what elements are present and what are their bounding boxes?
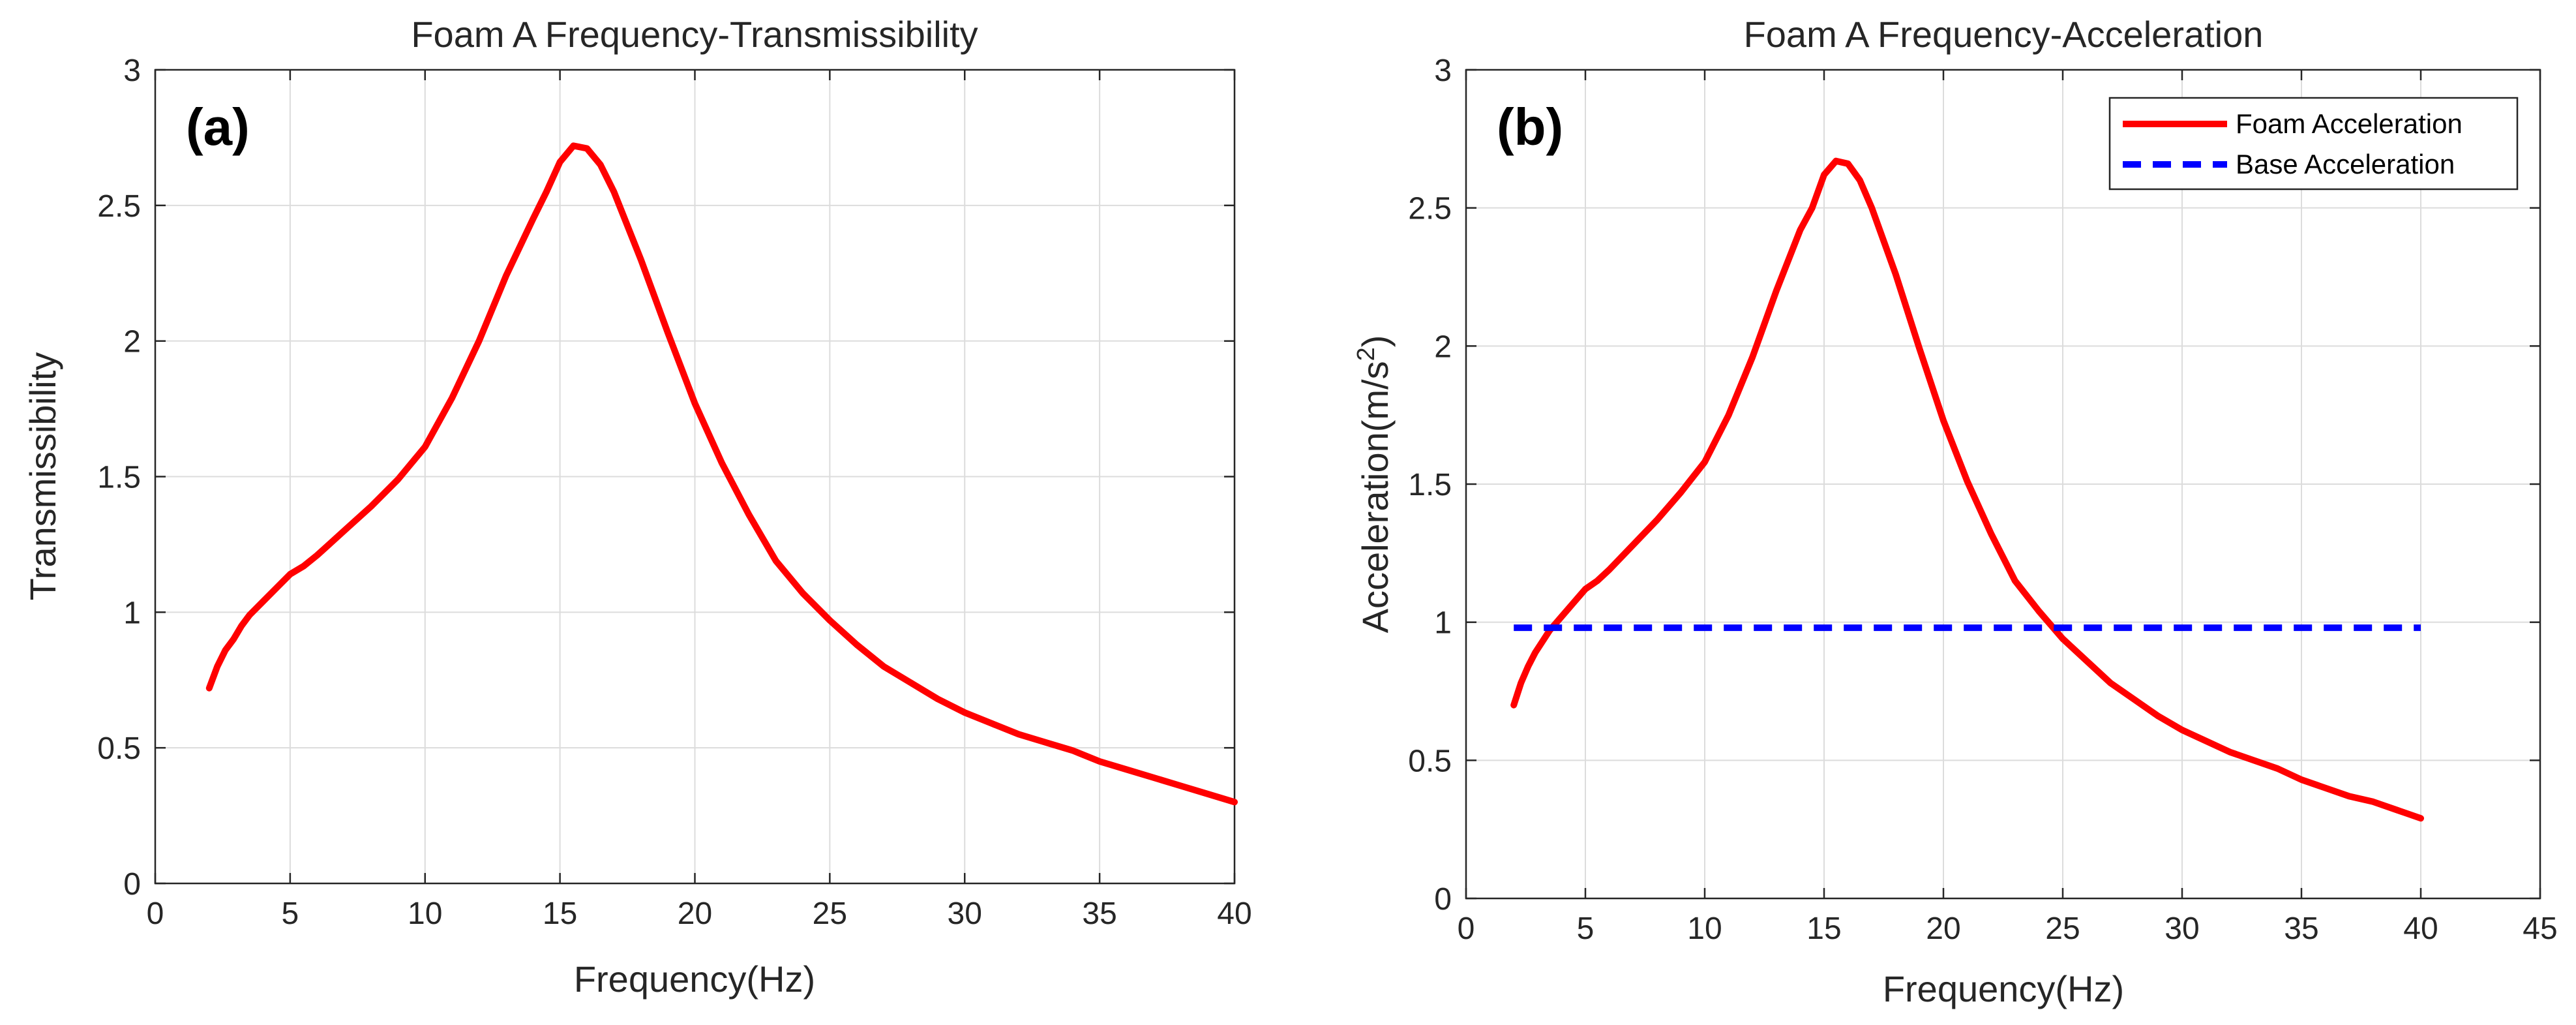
- series-line-transmissibility-a: [205, 142, 1238, 806]
- x-tick-label: 45: [2523, 911, 2557, 946]
- y-axis-label-b-end: ): [1355, 335, 1396, 348]
- x-tick-label: 30: [2164, 911, 2199, 946]
- chart-panel-a: 0 5 10 15 20 25 30 35 40 0 0.5 1 1.5 2 2.5 3 Foam A Fre…: [22, 14, 1252, 1000]
- grid-a: [155, 70, 1235, 883]
- y-tick-label: 0: [123, 867, 141, 902]
- y-tick-label: 1: [123, 596, 141, 630]
- x-axis-label-b: Frequency(Hz): [1883, 968, 2124, 1009]
- chart-title-b: Foam A Frequency-Acceleration: [1744, 14, 2264, 55]
- x-tick-label: 5: [282, 896, 299, 931]
- x-tick-label: 25: [2045, 911, 2080, 946]
- x-tick-label: 5: [1577, 911, 1595, 946]
- x-tick-label: 40: [2403, 911, 2438, 946]
- y-tick-label: 1: [1434, 606, 1452, 641]
- panel-label-a: (a): [186, 98, 250, 156]
- x-tick-label: 35: [2284, 911, 2318, 946]
- y-tick-label: 1.5: [1408, 468, 1452, 502]
- x-tick-label: 20: [1926, 911, 1960, 946]
- y-tick-label: 3: [1434, 54, 1452, 88]
- x-tick-label: 35: [1082, 896, 1116, 931]
- x-tick-label: 0: [1458, 911, 1475, 946]
- y-tick-label: 0.5: [97, 731, 141, 766]
- ticks-b: 0 5 10 15 20 25 30 35 40 45 0 0.5 1 1.5 2 2.5 3: [1408, 54, 2557, 946]
- y-tick-label: 2.5: [1408, 192, 1452, 226]
- y-axis-label-b: Acceleration(m/s2): [1353, 335, 1396, 634]
- chart-panel-b: 0 5 10 15 20 25 30 35 40 45 0 0.5 1 1.5 2 2.5 3 Foam A F…: [1353, 14, 2558, 1009]
- series-a: [205, 142, 1238, 806]
- x-tick-label: 20: [678, 896, 712, 931]
- x-tick-label: 10: [1687, 911, 1722, 946]
- x-tick-label: 15: [543, 896, 577, 931]
- x-tick-label: 15: [1806, 911, 1841, 946]
- x-tick-label: 10: [408, 896, 442, 931]
- legend-label-base: Base Acceleration: [2236, 149, 2455, 179]
- y-tick-label: 2: [1434, 329, 1452, 364]
- y-axis-label-b-main: Acceleration(m/s: [1355, 361, 1396, 633]
- y-axis-label-a: Transmissibility: [22, 352, 63, 601]
- series-b: [1510, 157, 2424, 822]
- ticks-a: 0 5 10 15 20 25 30 35 40 0 0.5 1 1.5 2 2.5 3: [97, 54, 1251, 931]
- legend-label-foam: Foam Acceleration: [2236, 108, 2463, 139]
- y-tick-label: 0.5: [1408, 744, 1452, 778]
- y-tick-label: 3: [123, 54, 141, 88]
- legend-box: [2108, 97, 2519, 191]
- y-axis-label-b-superscript: 2: [1353, 347, 1380, 361]
- grid-b: [1466, 70, 2540, 898]
- panel-label-b: (b): [1497, 98, 1563, 156]
- y-tick-label: 2.5: [97, 189, 141, 224]
- y-tick-label: 2: [123, 325, 141, 360]
- y-tick-label: 0: [1434, 882, 1452, 917]
- x-tick-label: 25: [813, 896, 847, 931]
- x-tick-label: 30: [948, 896, 982, 931]
- y-tick-label: 1.5: [97, 461, 141, 495]
- series-line-foam-acceleration-b: [1510, 157, 2424, 822]
- x-tick-label: 0: [147, 896, 164, 931]
- x-tick-label: 40: [1217, 896, 1251, 931]
- chart-title-a: Foam A Frequency-Transmissibility: [411, 14, 978, 55]
- x-axis-label-a: Frequency(Hz): [574, 958, 815, 1000]
- legend: Foam Acceleration Base Acceleration: [2108, 97, 2519, 191]
